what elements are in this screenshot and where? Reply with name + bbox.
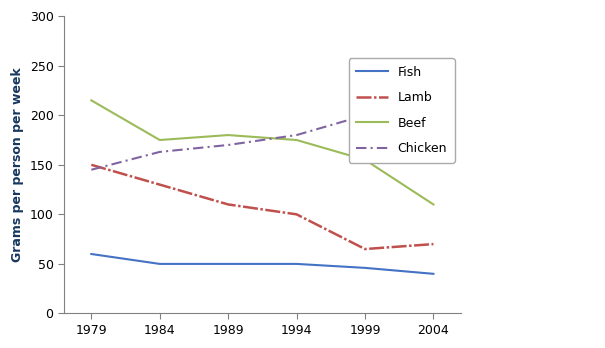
- Legend: Fish, Lamb, Beef, Chicken: Fish, Lamb, Beef, Chicken: [349, 58, 454, 163]
- Y-axis label: Grams per person per week: Grams per person per week: [11, 68, 24, 262]
